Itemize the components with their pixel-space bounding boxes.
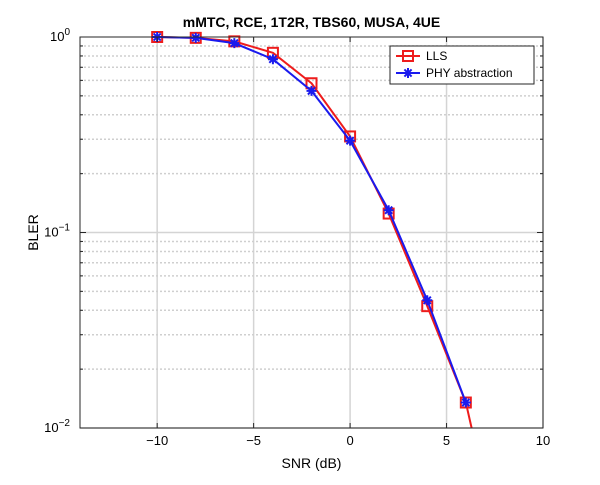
y-tick-label: 10−2	[44, 418, 70, 435]
asterisk-marker	[422, 295, 433, 306]
legend-item: LLS	[396, 49, 447, 63]
chart-title: mMTC, RCE, 1T2R, TBS60, MUSA, 4UE	[183, 14, 441, 30]
asterisk-marker	[267, 54, 278, 65]
asterisk-marker	[403, 68, 413, 78]
y-axis-label: BLER	[25, 214, 41, 251]
asterisk-marker	[306, 85, 317, 96]
asterisk-marker	[190, 32, 201, 43]
y-tick-label: 10−1	[44, 223, 70, 240]
x-tick-label: 10	[536, 433, 550, 448]
legend-item: PHY abstraction	[396, 66, 513, 80]
axis-ticks: −10 −5 0 5 10 10−2 10−1 100	[44, 27, 550, 448]
legend: LLS PHY abstraction	[389, 45, 535, 85]
asterisk-marker	[383, 205, 394, 216]
legend-label: PHY abstraction	[426, 66, 513, 80]
asterisk-marker	[229, 38, 240, 49]
x-axis-label: SNR (dB)	[282, 455, 342, 471]
asterisk-marker	[345, 135, 356, 146]
x-tick-label: 5	[443, 433, 450, 448]
legend-label: LLS	[426, 49, 447, 63]
y-tick-label: 100	[50, 27, 70, 44]
x-tick-label: −10	[146, 433, 168, 448]
x-tick-label: 0	[346, 433, 353, 448]
square-marker	[402, 50, 414, 62]
asterisk-marker	[460, 397, 471, 408]
x-tick-label: −5	[246, 433, 261, 448]
